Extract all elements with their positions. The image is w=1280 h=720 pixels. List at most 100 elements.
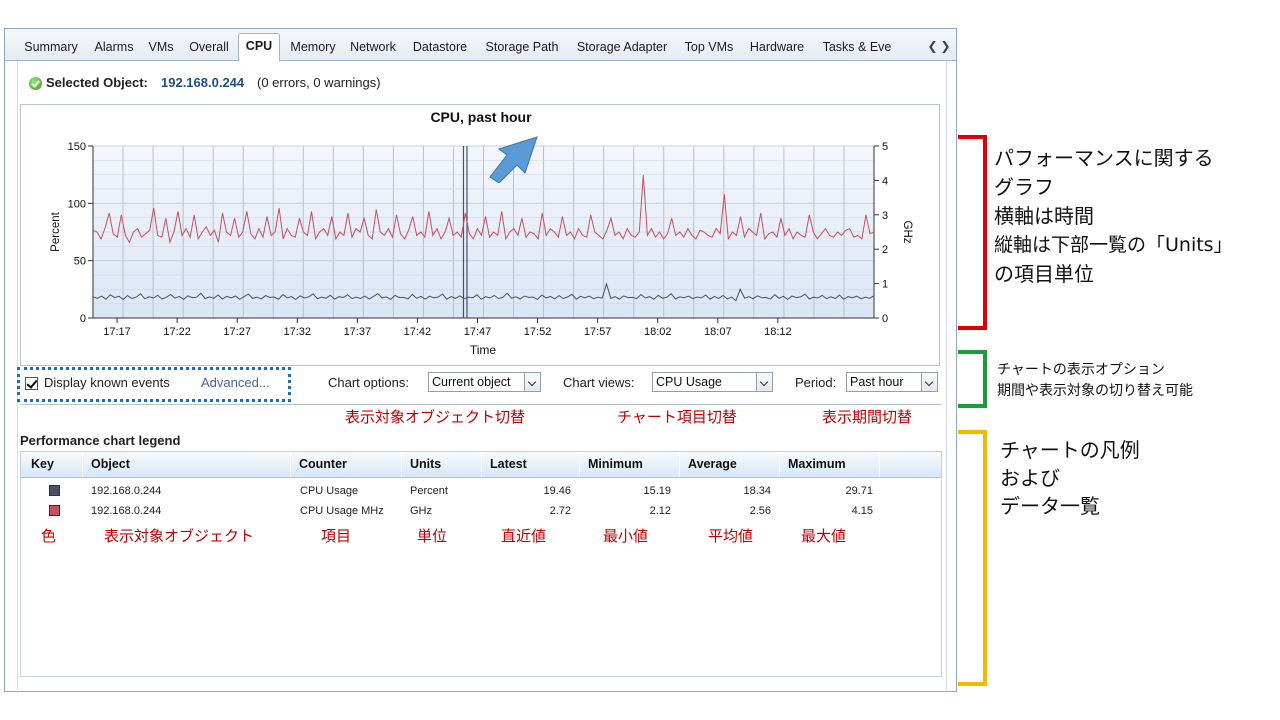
col-minimum[interactable]: Minimum [580, 452, 680, 477]
tab-tasks-events[interactable]: Tasks & Eve [822, 40, 892, 54]
graph-note: パフォーマンスに関する グラフ 横軸は時間 縦軸は下部一覧の「Units」 の項… [994, 144, 1233, 289]
x-axis-label: Time [470, 343, 497, 357]
x-tick-label: 17:57 [584, 326, 612, 338]
chart-views-label: Chart views: [563, 375, 635, 390]
tab-cpu[interactable]: CPU [238, 33, 280, 62]
advanced-link[interactable]: Advanced... [201, 375, 270, 390]
col-key[interactable]: Key [21, 452, 83, 477]
legend-latest: 19.46 [543, 485, 571, 497]
period-label: Period: [795, 375, 837, 390]
y2-axis-label: GHz [901, 221, 913, 244]
legend-title: Performance chart legend [20, 433, 181, 448]
series-line [92, 282, 875, 302]
tab-overall[interactable]: Overall [189, 40, 229, 54]
tab-summary[interactable]: Summary [24, 40, 78, 54]
x-tick-label: 17:47 [464, 326, 492, 338]
chart-views-value: CPU Usage [656, 375, 722, 389]
y-tick-label: 50 [74, 256, 86, 268]
tab-storage-path[interactable]: Storage Path [485, 40, 559, 54]
graph-note-line: グラフ [994, 175, 1054, 199]
chart-views-select[interactable]: CPU Usage [652, 372, 773, 392]
legend-maximum: 4.15 [851, 505, 873, 517]
options-note: チャートの表示オプション 期間や表示対象の切り替え可能 [997, 360, 1193, 402]
annotation-col-average: 平均値 [708, 527, 754, 545]
x-tick-label: 17:17 [103, 326, 131, 338]
tab-bar: Summary Alarms VMs Overall CPU Memory Ne… [5, 29, 956, 62]
y2-tick-label: 2 [882, 244, 888, 256]
legend-minimum: 15.19 [643, 485, 671, 497]
annotation-brackets [958, 135, 987, 686]
period-select[interactable]: Past hour [846, 372, 938, 392]
annotation-period-switch: 表示期間切替 [822, 408, 913, 426]
y2-tick-label: 0 [882, 313, 888, 325]
y-tick-label: 150 [68, 141, 86, 153]
y-axis-label: Percent [50, 211, 62, 251]
x-tick-label: 17:52 [524, 326, 552, 338]
legend-average: 2.56 [749, 505, 771, 517]
tab-hardware[interactable]: Hardware [749, 40, 805, 54]
tab-scroll-left-icon[interactable]: ❮ [927, 39, 938, 53]
ok-status-icon [29, 77, 42, 90]
tab-alarms[interactable]: Alarms [94, 40, 134, 54]
graph-note-line: パフォーマンスに関する [994, 146, 1214, 170]
tab-vms[interactable]: VMs [148, 40, 174, 54]
x-tick-label: 18:02 [644, 326, 672, 338]
annotation-col-counter: 項目 [321, 527, 352, 545]
col-average[interactable]: Average [680, 452, 780, 477]
chart-options-value: Current object [432, 375, 511, 389]
legend-counter: CPU Usage [300, 485, 359, 497]
chevron-down-icon[interactable] [756, 373, 772, 391]
legend-object: 192.168.0.244 [91, 485, 162, 497]
annotation-object-switch: 表示対象オブジェクト切替 [345, 408, 526, 426]
chevron-down-icon[interactable] [921, 373, 937, 391]
legend-latest: 2.72 [549, 505, 571, 517]
display-events-checkbox[interactable] [25, 377, 38, 390]
annotation-col-units: 単位 [417, 527, 448, 545]
legend-bracket [958, 430, 987, 686]
cpu-chart-svg: 17:17 17:22 17:27 17:32 17:37 17:42 17:47 17:52… [50, 109, 913, 357]
legend-counter: CPU Usage MHz [300, 505, 384, 517]
display-events-label: Display known events [44, 375, 170, 390]
tab-top-vms[interactable]: Top VMs [684, 40, 734, 54]
cpu-chart: 17:17 17:22 17:27 17:32 17:37 17:42 17:47 17:52… [20, 104, 940, 366]
event-pointer-arrow [489, 136, 538, 183]
divider [20, 404, 942, 405]
tab-scroll-right-icon[interactable]: ❯ [940, 39, 951, 53]
legend-header: Key Object Counter Units Latest Minimum … [21, 452, 941, 478]
legend-key-swatch [49, 485, 60, 496]
annotation-col-key: 色 [41, 527, 57, 545]
annotation-col-maximum: 最大値 [801, 527, 847, 545]
legend-units: GHz [410, 505, 432, 517]
period-value: Past hour [850, 375, 904, 389]
y2-tick-label: 3 [882, 210, 888, 222]
tab-datastore[interactable]: Datastore [412, 40, 468, 54]
col-counter[interactable]: Counter [291, 452, 402, 477]
col-units[interactable]: Units [402, 452, 482, 477]
series-line [92, 175, 875, 245]
selected-object-ip[interactable]: 192.168.0.244 [161, 75, 245, 90]
chart-options-label: Chart options: [328, 375, 409, 390]
tab-memory[interactable]: Memory [290, 40, 336, 54]
chart-options-select[interactable]: Current object [428, 372, 541, 392]
graph-note-line: 縦軸は下部一覧の「Units」 [994, 234, 1233, 256]
options-note-line: チャートの表示オプション [997, 362, 1165, 378]
legend-note: チャートの凡例 および データ一覧 [1000, 436, 1140, 520]
y-tick-label: 0 [80, 313, 86, 325]
legend-object: 192.168.0.244 [91, 505, 162, 517]
y-tick-label: 100 [68, 198, 86, 210]
chart-title: CPU, past hour [430, 109, 532, 125]
y2-tick-label: 1 [882, 279, 888, 291]
tab-network[interactable]: Network [350, 40, 396, 54]
col-maximum[interactable]: Maximum [780, 452, 880, 477]
annotation-col-object: 表示対象オブジェクト [104, 527, 255, 545]
legend-average: 18.34 [743, 485, 771, 497]
legend-note-line: および [1000, 466, 1060, 490]
tab-storage-adapter[interactable]: Storage Adapter [576, 40, 668, 54]
y2-tick-label: 4 [882, 175, 888, 187]
col-latest[interactable]: Latest [482, 452, 580, 477]
col-object[interactable]: Object [83, 452, 291, 477]
annotation-col-latest: 直近値 [501, 527, 547, 545]
x-tick-label: 17:42 [404, 326, 432, 338]
chevron-down-icon[interactable] [524, 373, 540, 391]
options-bracket [958, 350, 987, 408]
